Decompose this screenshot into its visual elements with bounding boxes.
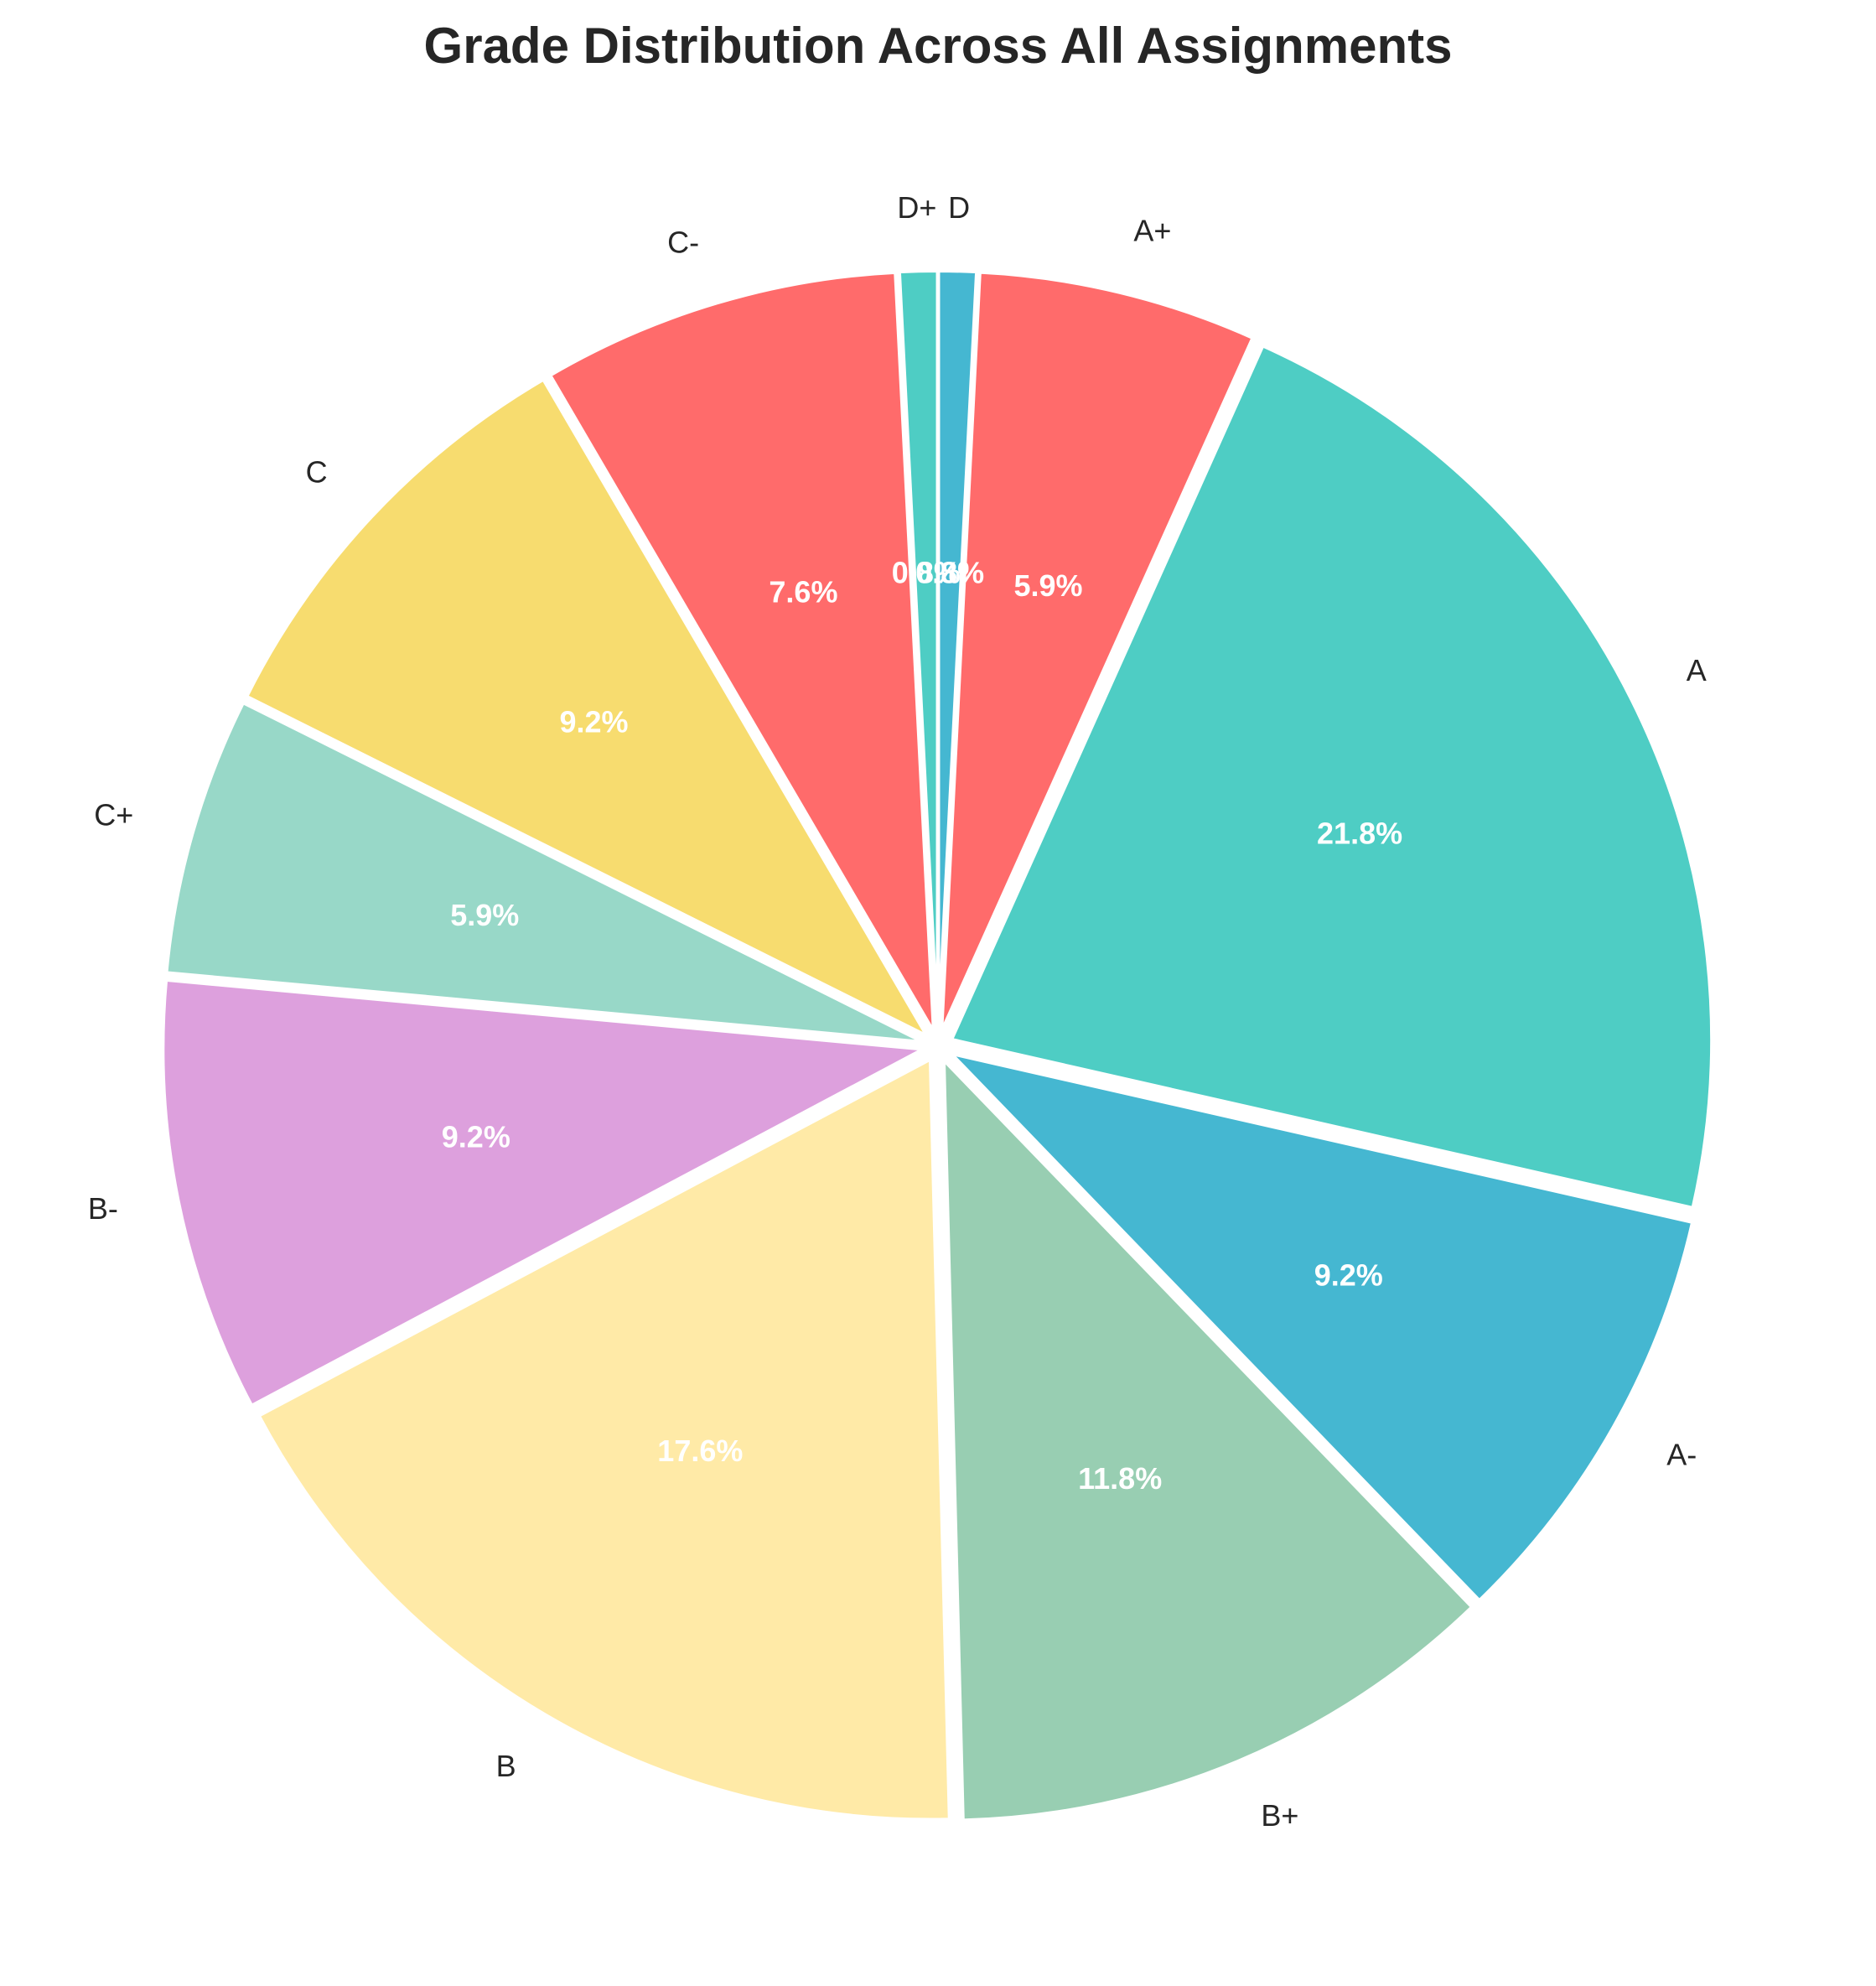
pie-slice-A- — [946, 1050, 1695, 1604]
slice-label-D: D — [948, 190, 970, 225]
slice-percent-A+: 5.9% — [1013, 568, 1082, 603]
slice-percent-A: 21.8% — [1317, 817, 1402, 851]
pie-category-labels: D A+ A A- B+ B B- C+ C C- D+ — [88, 190, 1707, 1833]
slice-percent-C+: 5.9% — [450, 898, 519, 932]
slice-label-A-: A- — [1666, 1437, 1697, 1471]
pie-slice-B- — [161, 977, 930, 1408]
slice-label-B: B — [496, 1749, 516, 1783]
slice-percent-B+: 11.8% — [1078, 1461, 1162, 1496]
slice-percent-B-: 9.2% — [442, 1119, 510, 1154]
slice-label-C: C — [306, 455, 328, 490]
pie-slice-C — [244, 376, 931, 1040]
slice-percent-D: 0.8% — [915, 555, 984, 589]
slice-label-A: A — [1687, 653, 1707, 687]
pie-slice-D+ — [897, 269, 940, 1032]
pie-slice-B+ — [941, 1055, 1474, 1823]
slice-percent-C-: 7.6% — [769, 575, 837, 609]
slice-label-B-: B- — [88, 1191, 118, 1226]
slice-label-C-: C- — [667, 225, 699, 259]
pie-slice-A — [949, 343, 1714, 1211]
slice-percent-B: 17.6% — [657, 1434, 743, 1468]
slice-label-C+: C+ — [94, 798, 133, 832]
slice-percent-A-: 9.2% — [1314, 1257, 1383, 1292]
slice-percent-C: 9.2% — [560, 704, 629, 739]
slice-label-B+: B+ — [1261, 1798, 1298, 1833]
pie-slice-B — [257, 1056, 951, 1822]
slice-percent-D+: 0.8% — [892, 555, 961, 589]
pie-percent-labels: 0.8% 5.9% 21.8% 9.2% 11.8% 17.6% 9.2% 5.9% 9.2% 7… — [442, 555, 1402, 1496]
slice-label-A+: A+ — [1133, 213, 1171, 247]
pie-slice-A+ — [940, 270, 1256, 1033]
pie-slice-C+ — [164, 700, 925, 1045]
chart-title: Grade Distribution Across All Assignment… — [423, 18, 1453, 74]
pie-slices — [161, 269, 1714, 1823]
slice-label-D+: D+ — [897, 190, 936, 225]
pie-slice-C- — [547, 270, 935, 1033]
